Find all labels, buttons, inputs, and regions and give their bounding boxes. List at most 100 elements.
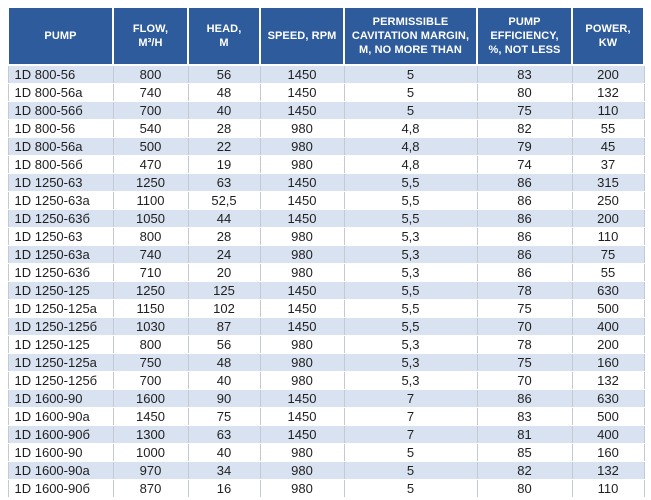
cell-speed: 1450 <box>259 281 345 300</box>
table-row: 1D 1250-63a 1100 52,5 1450 5,5 86 250 <box>7 191 645 210</box>
cell-speed: 980 <box>259 155 345 174</box>
cell-head: 40 <box>187 443 261 462</box>
cell-speed: 980 <box>259 119 345 138</box>
cell-head: 56 <box>187 335 261 354</box>
table-row: 1D 800-56б 700 40 1450 5 75 110 <box>7 101 645 120</box>
cell-head: 40 <box>187 371 261 390</box>
table-row: 1D 1250-125a 750 48 980 5,3 75 160 <box>7 353 645 372</box>
column-header-head: HEAD, M <box>187 6 261 66</box>
cell-head: 125 <box>187 281 261 300</box>
cell-flow: 750 <box>112 353 189 372</box>
cell-head: 63 <box>187 425 261 444</box>
table-row: 1D 1250-125б 700 40 980 5,3 70 132 <box>7 371 645 390</box>
cell-flow: 1000 <box>112 443 189 462</box>
cell-head: 102 <box>187 299 261 318</box>
cell-cavitation: 7 <box>343 407 478 426</box>
cell-flow: 1100 <box>112 191 189 210</box>
cell-power: 110 <box>571 101 645 120</box>
column-header-power: POWER, KW <box>571 6 645 66</box>
cell-head: 44 <box>187 209 261 228</box>
table-row: 1D 1250-63б 710 20 980 5,3 86 55 <box>7 263 645 282</box>
cell-efficiency: 83 <box>476 64 573 84</box>
table-row: 1D 1600-90б 1300 63 1450 7 81 400 <box>7 425 645 444</box>
cell-efficiency: 79 <box>476 137 573 156</box>
cell-flow: 1250 <box>112 281 189 300</box>
cell-speed: 1450 <box>259 389 345 408</box>
cell-pump: 1D 1600-90a <box>7 407 114 426</box>
table-body: 1D 800-56 800 56 1450 5 83 200 1D 800-56a 740 48 1… <box>7 64 645 498</box>
cell-cavitation: 5,5 <box>343 173 478 192</box>
cell-efficiency: 86 <box>476 227 573 246</box>
cell-speed: 1450 <box>259 317 345 336</box>
cell-power: 75 <box>571 245 645 264</box>
table-row: 1D 1600-90a 970 34 980 5 82 132 <box>7 461 645 480</box>
column-header-pump: PUMP <box>7 6 114 66</box>
cell-head: 75 <box>187 407 261 426</box>
cell-head: 19 <box>187 155 261 174</box>
cell-cavitation: 5,5 <box>343 281 478 300</box>
cell-cavitation: 5 <box>343 461 478 480</box>
cell-flow: 1050 <box>112 209 189 228</box>
cell-efficiency: 80 <box>476 479 573 498</box>
cell-pump: 1D 800-56a <box>7 137 114 156</box>
cell-pump: 1D 800-56 <box>7 64 114 84</box>
cell-head: 52,5 <box>187 191 261 210</box>
cell-efficiency: 86 <box>476 263 573 282</box>
cell-efficiency: 80 <box>476 83 573 102</box>
cell-efficiency: 83 <box>476 407 573 426</box>
table-row: 1D 1250-125a 1150 102 1450 5,5 75 500 <box>7 299 645 318</box>
cell-cavitation: 4,8 <box>343 119 478 138</box>
cell-cavitation: 5,5 <box>343 299 478 318</box>
cell-power: 160 <box>571 443 645 462</box>
cell-power: 110 <box>571 227 645 246</box>
cell-speed: 1450 <box>259 191 345 210</box>
cell-cavitation: 4,8 <box>343 155 478 174</box>
cell-pump: 1D 800-56б <box>7 101 114 120</box>
cell-speed: 980 <box>259 263 345 282</box>
cell-power: 55 <box>571 263 645 282</box>
cell-power: 500 <box>571 299 645 318</box>
cell-power: 400 <box>571 425 645 444</box>
cell-speed: 980 <box>259 335 345 354</box>
cell-speed: 980 <box>259 227 345 246</box>
cell-efficiency: 81 <box>476 425 573 444</box>
cell-speed: 1450 <box>259 407 345 426</box>
cell-cavitation: 7 <box>343 389 478 408</box>
cell-flow: 1250 <box>112 173 189 192</box>
cell-speed: 1450 <box>259 299 345 318</box>
cell-cavitation: 5 <box>343 101 478 120</box>
cell-flow: 700 <box>112 101 189 120</box>
cell-head: 28 <box>187 227 261 246</box>
cell-pump: 1D 1250-63a <box>7 245 114 264</box>
cell-efficiency: 70 <box>476 371 573 390</box>
cell-cavitation: 5 <box>343 479 478 498</box>
column-header-speed: SPEED, RPM <box>259 6 345 66</box>
cell-pump: 1D 1600-90 <box>7 443 114 462</box>
cell-flow: 740 <box>112 245 189 264</box>
cell-pump: 1D 1600-90б <box>7 425 114 444</box>
cell-pump: 1D 800-56 <box>7 119 114 138</box>
cell-efficiency: 75 <box>476 353 573 372</box>
cell-pump: 1D 1250-63a <box>7 191 114 210</box>
cell-head: 56 <box>187 64 261 84</box>
cell-power: 200 <box>571 335 645 354</box>
cell-speed: 1450 <box>259 101 345 120</box>
cell-efficiency: 82 <box>476 461 573 480</box>
cell-flow: 500 <box>112 137 189 156</box>
cell-cavitation: 5,3 <box>343 371 478 390</box>
cell-speed: 1450 <box>259 64 345 84</box>
cell-flow: 970 <box>112 461 189 480</box>
cell-efficiency: 86 <box>476 173 573 192</box>
cell-head: 90 <box>187 389 261 408</box>
cell-flow: 1450 <box>112 407 189 426</box>
cell-power: 132 <box>571 83 645 102</box>
cell-pump: 1D 1250-125 <box>7 281 114 300</box>
cell-speed: 1450 <box>259 425 345 444</box>
cell-head: 87 <box>187 317 261 336</box>
table-row: 1D 1250-125 1250 125 1450 5,5 78 630 <box>7 281 645 300</box>
cell-efficiency: 78 <box>476 335 573 354</box>
cell-pump: 1D 1250-63б <box>7 209 114 228</box>
column-header-cavitation: PERMISSIBLE CAVITATION MARGIN, M, NO MOR… <box>343 6 478 66</box>
cell-efficiency: 86 <box>476 191 573 210</box>
